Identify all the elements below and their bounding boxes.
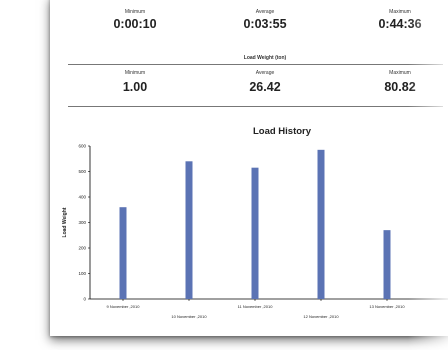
y-tick-label: 100 [78,271,86,276]
load-maximum-label: Maximum [389,70,411,76]
chart-title: Load History [253,126,312,137]
load-average-value: 26.42 [249,80,281,94]
x-tick-label: 12 November ,2010 [303,314,339,319]
report-sheet [50,0,448,336]
chart-divider [68,106,443,107]
load-weight-title: Load Weight (ton) [243,55,287,61]
y-tick-label: 600 [78,144,86,149]
x-tick-label: 10 November ,2010 [171,314,207,319]
y-tick-label: 0 [83,297,86,302]
load-minimum-value: 1.00 [122,80,148,94]
bar-1 [119,207,127,299]
load-maximum-value: 80.82 [384,80,416,94]
duration-average-label: Average [255,9,275,15]
duration-average-value: 0:03:55 [243,17,287,31]
duration-minimum-label: Minimum [124,9,146,15]
load-minimum-label: Minimum [124,70,146,76]
y-axis-label: Load Weight [62,207,68,237]
section-divider [68,64,443,65]
bar-2 [185,161,193,299]
load-average-label: Average [255,70,275,76]
x-tick-label: 13 November ,2010 [369,304,405,309]
duration-maximum-label: Maximum [389,9,411,15]
bar-3 [251,167,259,299]
x-tick-label: 9 November ,2010 [107,304,141,309]
x-tick-label: 11 November ,2010 [238,304,274,309]
duration-minimum-value: 0:00:10 [113,17,157,31]
y-tick-label: 200 [78,246,86,251]
y-tick-label: 500 [78,169,86,174]
y-tick-label: 400 [78,195,86,200]
y-tick-label: 300 [78,220,86,225]
bar-5 [383,230,391,299]
bar-4 [317,149,325,299]
